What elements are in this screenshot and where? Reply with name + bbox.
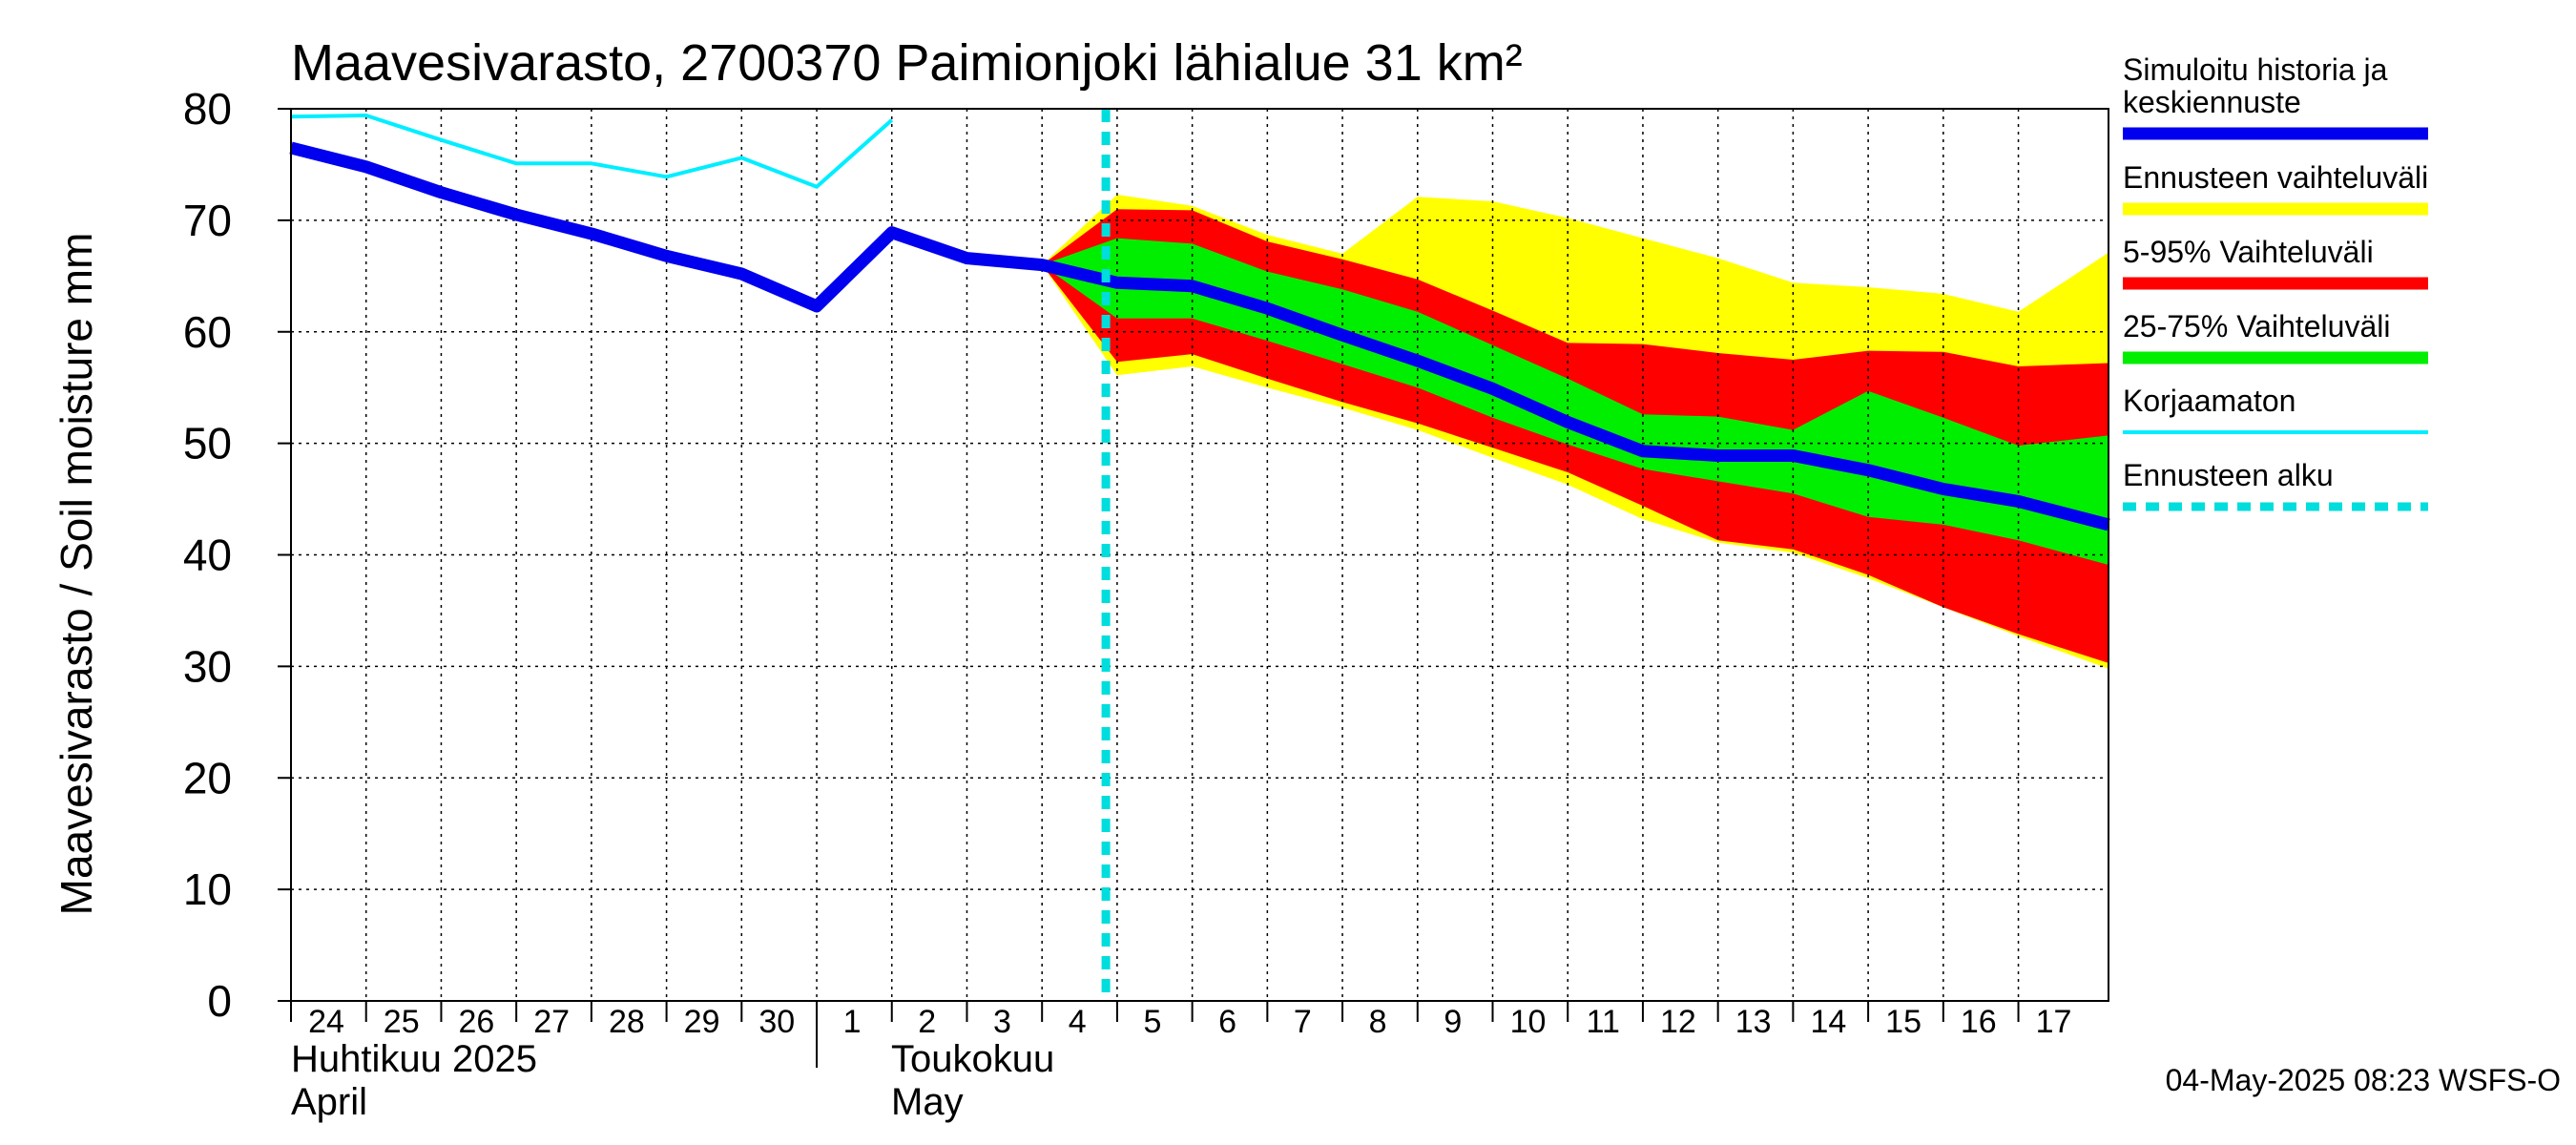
y-tick-label-30: 30 — [183, 641, 232, 691]
legend-label-uncorrected: Korjaamaton — [2123, 384, 2296, 418]
chart-title: Maavesivarasto, 2700370 Paimionjoki lähi… — [291, 34, 1523, 92]
legend-label-simulated-2: keskiennuste — [2123, 85, 2301, 119]
y-tick-label-0: 0 — [207, 976, 232, 1026]
x-tick-label-1: 1 — [843, 1004, 862, 1040]
x-tick-label-10: 10 — [1510, 1004, 1547, 1040]
x-tick-label-9: 9 — [1444, 1004, 1462, 1040]
y-tick-label-60: 60 — [183, 307, 232, 357]
legend-label-p25_75: 25-75% Vaihteluväli — [2123, 309, 2390, 344]
x-tick-label-8: 8 — [1369, 1004, 1387, 1040]
month-label-1: Huhtikuu 2025 — [291, 1038, 537, 1080]
x-tick-label-17: 17 — [2036, 1004, 2072, 1040]
legend-label-p5_95: 5-95% Vaihteluväli — [2123, 235, 2374, 269]
x-tick-label-3: 3 — [993, 1004, 1011, 1040]
month-label-en-2: May — [891, 1081, 964, 1123]
footer-timestamp: 04-May-2025 08:23 WSFS-O — [2166, 1063, 2561, 1097]
x-tick-label-25: 25 — [384, 1004, 420, 1040]
legend-label-simulated: Simuloitu historia ja — [2123, 52, 2388, 87]
month-label-2: Toukokuu — [891, 1038, 1054, 1080]
y-tick-label-70: 70 — [183, 196, 232, 245]
x-tick-label-13: 13 — [1735, 1004, 1772, 1040]
x-tick-label-12: 12 — [1660, 1004, 1696, 1040]
y-tick-label-50: 50 — [183, 419, 232, 468]
x-tick-label-4: 4 — [1069, 1004, 1087, 1040]
y-tick-label-10: 10 — [183, 864, 232, 914]
y-tick-label-20: 20 — [183, 753, 232, 802]
x-tick-label-7: 7 — [1294, 1004, 1312, 1040]
x-tick-label-2: 2 — [918, 1004, 936, 1040]
y-tick-label-40: 40 — [183, 531, 232, 580]
x-tick-label-14: 14 — [1810, 1004, 1846, 1040]
y-axis-label: Maavesivarasto / Soil moisture mm — [52, 233, 101, 916]
series-simulated — [289, 141, 2110, 531]
x-tick-label-27: 27 — [533, 1004, 570, 1040]
x-tick-label-6: 6 — [1218, 1004, 1236, 1040]
legend-label-forecast_start: Ennusteen alku — [2123, 458, 2334, 492]
x-tick-label-28: 28 — [609, 1004, 645, 1040]
x-tick-label-5: 5 — [1143, 1004, 1161, 1040]
x-tick-label-24: 24 — [308, 1004, 344, 1040]
x-tick-label-26: 26 — [459, 1004, 495, 1040]
x-tick-label-11: 11 — [1587, 1004, 1620, 1040]
chart-lines — [289, 109, 2110, 1001]
x-tick-label-15: 15 — [1885, 1004, 1922, 1040]
x-tick-label-29: 29 — [684, 1004, 720, 1040]
x-tick-label-16: 16 — [1961, 1004, 1997, 1040]
month-label-en-1: April — [291, 1081, 367, 1123]
series-uncorrected — [290, 114, 894, 189]
y-tick-label-80: 80 — [183, 84, 232, 134]
x-tick-label-30: 30 — [758, 1004, 795, 1040]
legend-label-ensemble_range: Ennusteen vaihteluväli — [2123, 160, 2428, 195]
